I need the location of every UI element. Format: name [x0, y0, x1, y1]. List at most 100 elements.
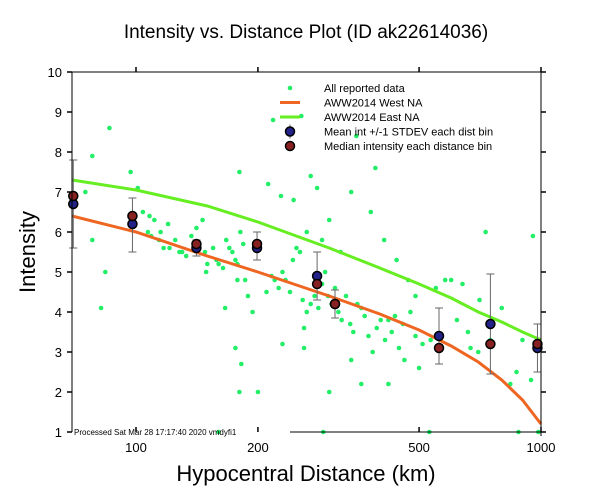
reported-data-point: [290, 257, 296, 263]
reported-data-point: [172, 237, 178, 243]
reported-data-point: [265, 181, 271, 187]
median-intensity-point: [311, 278, 323, 290]
reported-data-point: [332, 285, 338, 291]
y-tick-label: 8: [55, 145, 62, 160]
legend-label: Median intensity each distance bin: [324, 141, 492, 153]
reported-data-point: [413, 293, 418, 299]
reported-data-point: [420, 341, 425, 347]
reported-data-point: [351, 329, 356, 335]
reported-data-point: [408, 309, 413, 315]
y-axis-label: Intensity: [15, 211, 40, 293]
y-tick-label: 7: [55, 185, 62, 200]
reported-data-point: [454, 317, 460, 323]
reported-data-point: [233, 257, 238, 263]
reported-data-point: [239, 361, 244, 367]
reported-data-point: [230, 249, 235, 255]
aww2014-east-na-line: [71, 178, 542, 342]
legend-item: AWW2014 East NA: [280, 112, 420, 124]
reported-data-point: [103, 269, 108, 275]
legend-label: AWW2014 West NA: [324, 98, 423, 110]
reported-data-point: [392, 313, 398, 319]
reported-data-point: [240, 241, 246, 247]
reported-data-point: [227, 245, 232, 251]
reported-data-point: [475, 349, 481, 355]
reported-data-point: [416, 365, 422, 371]
mean-intensity-point: [433, 330, 445, 342]
reported-data-point: [336, 309, 341, 315]
reported-data-point: [189, 233, 194, 239]
reported-data-point: [465, 329, 471, 335]
reported-data-point: [382, 337, 388, 343]
median-intensity-point: [127, 210, 138, 222]
reported-data-point: [291, 197, 296, 203]
reported-data-point: [255, 389, 261, 395]
reported-data-point: [477, 297, 482, 303]
reported-data-point: [308, 173, 314, 179]
reported-data-point: [147, 213, 152, 219]
y-tick-label: 6: [55, 225, 62, 240]
reported-data-point: [89, 153, 95, 159]
reported-data-point: [152, 217, 157, 223]
reported-data-point: [348, 357, 354, 363]
median-intensity-point: [68, 190, 79, 202]
x-tick-label: 1000: [527, 440, 556, 455]
reported-data-point: [460, 281, 465, 287]
reported-data-point: [216, 429, 221, 435]
legend-item: AWW2014 West NA: [280, 98, 423, 110]
plot-area: [68, 113, 543, 435]
median-intensity-point: [191, 238, 202, 250]
reported-data-point: [370, 349, 375, 355]
reported-data-point: [233, 345, 238, 351]
legend-mean-icon: [284, 126, 296, 137]
legend-median-icon: [284, 140, 296, 152]
reported-data-point: [245, 293, 251, 299]
reported-data-point: [202, 249, 208, 255]
reported-data-point: [308, 301, 314, 307]
reported-data-point: [216, 261, 221, 267]
legend-label: All reported data: [324, 83, 406, 95]
reported-data-point: [396, 345, 402, 351]
reported-data-point: [389, 329, 395, 335]
reported-data-point: [499, 305, 505, 311]
median-intensity-point: [532, 338, 543, 350]
y-tick-label: 9: [55, 105, 62, 120]
reported-data-point: [366, 333, 371, 339]
reported-data-point: [297, 249, 303, 255]
reported-data-point: [442, 277, 448, 283]
mean-intensity-point: [485, 318, 496, 330]
reported-data-point: [326, 389, 332, 395]
reported-data-point: [220, 265, 226, 271]
reported-data-point: [300, 297, 306, 303]
y-tick-label: 4: [55, 305, 62, 320]
reported-data-point: [107, 125, 112, 131]
reported-data-point: [222, 305, 228, 311]
x-axis-label: Hypocentral Distance (km): [176, 461, 435, 486]
reported-data-point: [316, 305, 321, 311]
reported-data-point: [448, 277, 454, 283]
y-tick-label: 5: [55, 265, 62, 280]
reported-data-point: [235, 277, 240, 283]
reported-data-point: [428, 337, 433, 343]
reported-data-point: [205, 261, 210, 267]
legend-label: AWW2014 East NA: [324, 112, 420, 124]
median-intensity-point: [251, 238, 263, 250]
reported-data-point: [145, 229, 151, 235]
reported-data-point: [530, 233, 536, 239]
reported-data-point: [368, 209, 374, 215]
reported-data-point: [167, 245, 172, 251]
reported-data-point: [304, 229, 310, 235]
reported-data-point: [433, 285, 439, 291]
legend-item: All reported data: [287, 83, 406, 95]
reported-data-point: [203, 269, 209, 275]
reported-data-point: [528, 377, 534, 383]
reported-data-point: [348, 189, 354, 195]
reported-data-point: [237, 169, 242, 175]
median-intensity-point: [329, 298, 341, 310]
reported-data-point: [413, 333, 418, 339]
reported-data-point: [520, 337, 525, 343]
reported-data-point: [294, 245, 299, 251]
median-intensity-point: [485, 338, 496, 350]
y-tick-label: 10: [48, 65, 62, 80]
reported-data-point: [386, 381, 391, 387]
